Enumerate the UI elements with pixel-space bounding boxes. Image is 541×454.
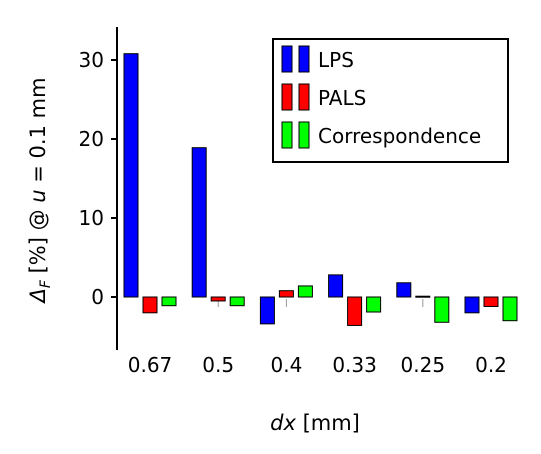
bar-correspondence-0_2: [502, 296, 518, 322]
legend-swatch: [298, 121, 310, 149]
x-axis-title: dx [mm]: [270, 411, 360, 435]
legend-swatch: [298, 45, 310, 73]
y-tick-label: 0: [91, 285, 104, 309]
legend-swatch: [281, 45, 293, 73]
x-tick-label: 0.5: [202, 353, 234, 377]
legend: LPS PALS Correspondence: [272, 38, 509, 163]
bar-pals-0_5: [210, 296, 226, 302]
bar-correspondence-0_33: [366, 296, 382, 313]
legend-box: [272, 38, 509, 163]
legend-label-lps: LPS: [318, 48, 354, 72]
legend-swatch: [281, 121, 293, 149]
bar-correspondence-0_25: [434, 296, 450, 323]
x-tick-label: 0.67: [128, 353, 173, 377]
y-axis-title-symbol: Δ: [26, 288, 50, 304]
y-tick-label: 20: [79, 127, 104, 151]
legend-swatch: [298, 83, 310, 111]
bar-correspondence-0_5: [229, 296, 245, 307]
bar-pals-0_33: [347, 296, 363, 326]
bar-pals-0_4: [278, 290, 294, 298]
legend-items: LPS PALS Correspondence: [281, 45, 481, 149]
bar-group: [123, 53, 518, 326]
y-axis-title: ΔF [%] @ u = 0.1 mm: [26, 77, 54, 304]
bar-pals-0_67: [142, 296, 158, 314]
legend-label-correspondence: Correspondence: [318, 124, 481, 148]
y-tick-label: 30: [79, 48, 104, 72]
y-axis-title-variable: u: [26, 189, 50, 202]
bar-lps-0_25: [396, 282, 412, 298]
legend-label-pals: PALS: [318, 86, 366, 110]
y-axis-title-subscript: F: [38, 279, 54, 288]
x-tick-label: 0.33: [332, 353, 377, 377]
bar-pals-0_25: [415, 295, 431, 298]
bar-correspondence-0_4: [297, 285, 313, 298]
bar-pals-0_2: [483, 296, 499, 307]
bar-lps-0_33: [328, 274, 344, 298]
y-axis-title-middle: [%] @: [26, 203, 50, 280]
x-tick-label: 0.4: [270, 353, 302, 377]
y-axis-ticks: 0 10 20 30: [79, 48, 117, 309]
bar-lps-0_5: [191, 147, 207, 298]
bar-correspondence-0_67: [161, 296, 177, 307]
legend-swatch: [281, 83, 293, 111]
bar-lps-0_2: [464, 296, 480, 314]
bar-lps-0_4: [259, 296, 275, 325]
x-axis-title-unit: [mm]: [296, 411, 360, 435]
x-tick-label: 0.2: [475, 353, 507, 377]
x-axis-title-variable: dx: [270, 411, 296, 435]
y-tick-label: 10: [79, 206, 104, 230]
x-axis-tick-labels: 0.67 0.5 0.4 0.33 0.25 0.2: [128, 353, 507, 377]
bar-lps-0_67: [123, 53, 139, 298]
x-tick-label: 0.25: [401, 353, 446, 377]
y-axis-title-end: = 0.1 mm: [26, 77, 50, 189]
